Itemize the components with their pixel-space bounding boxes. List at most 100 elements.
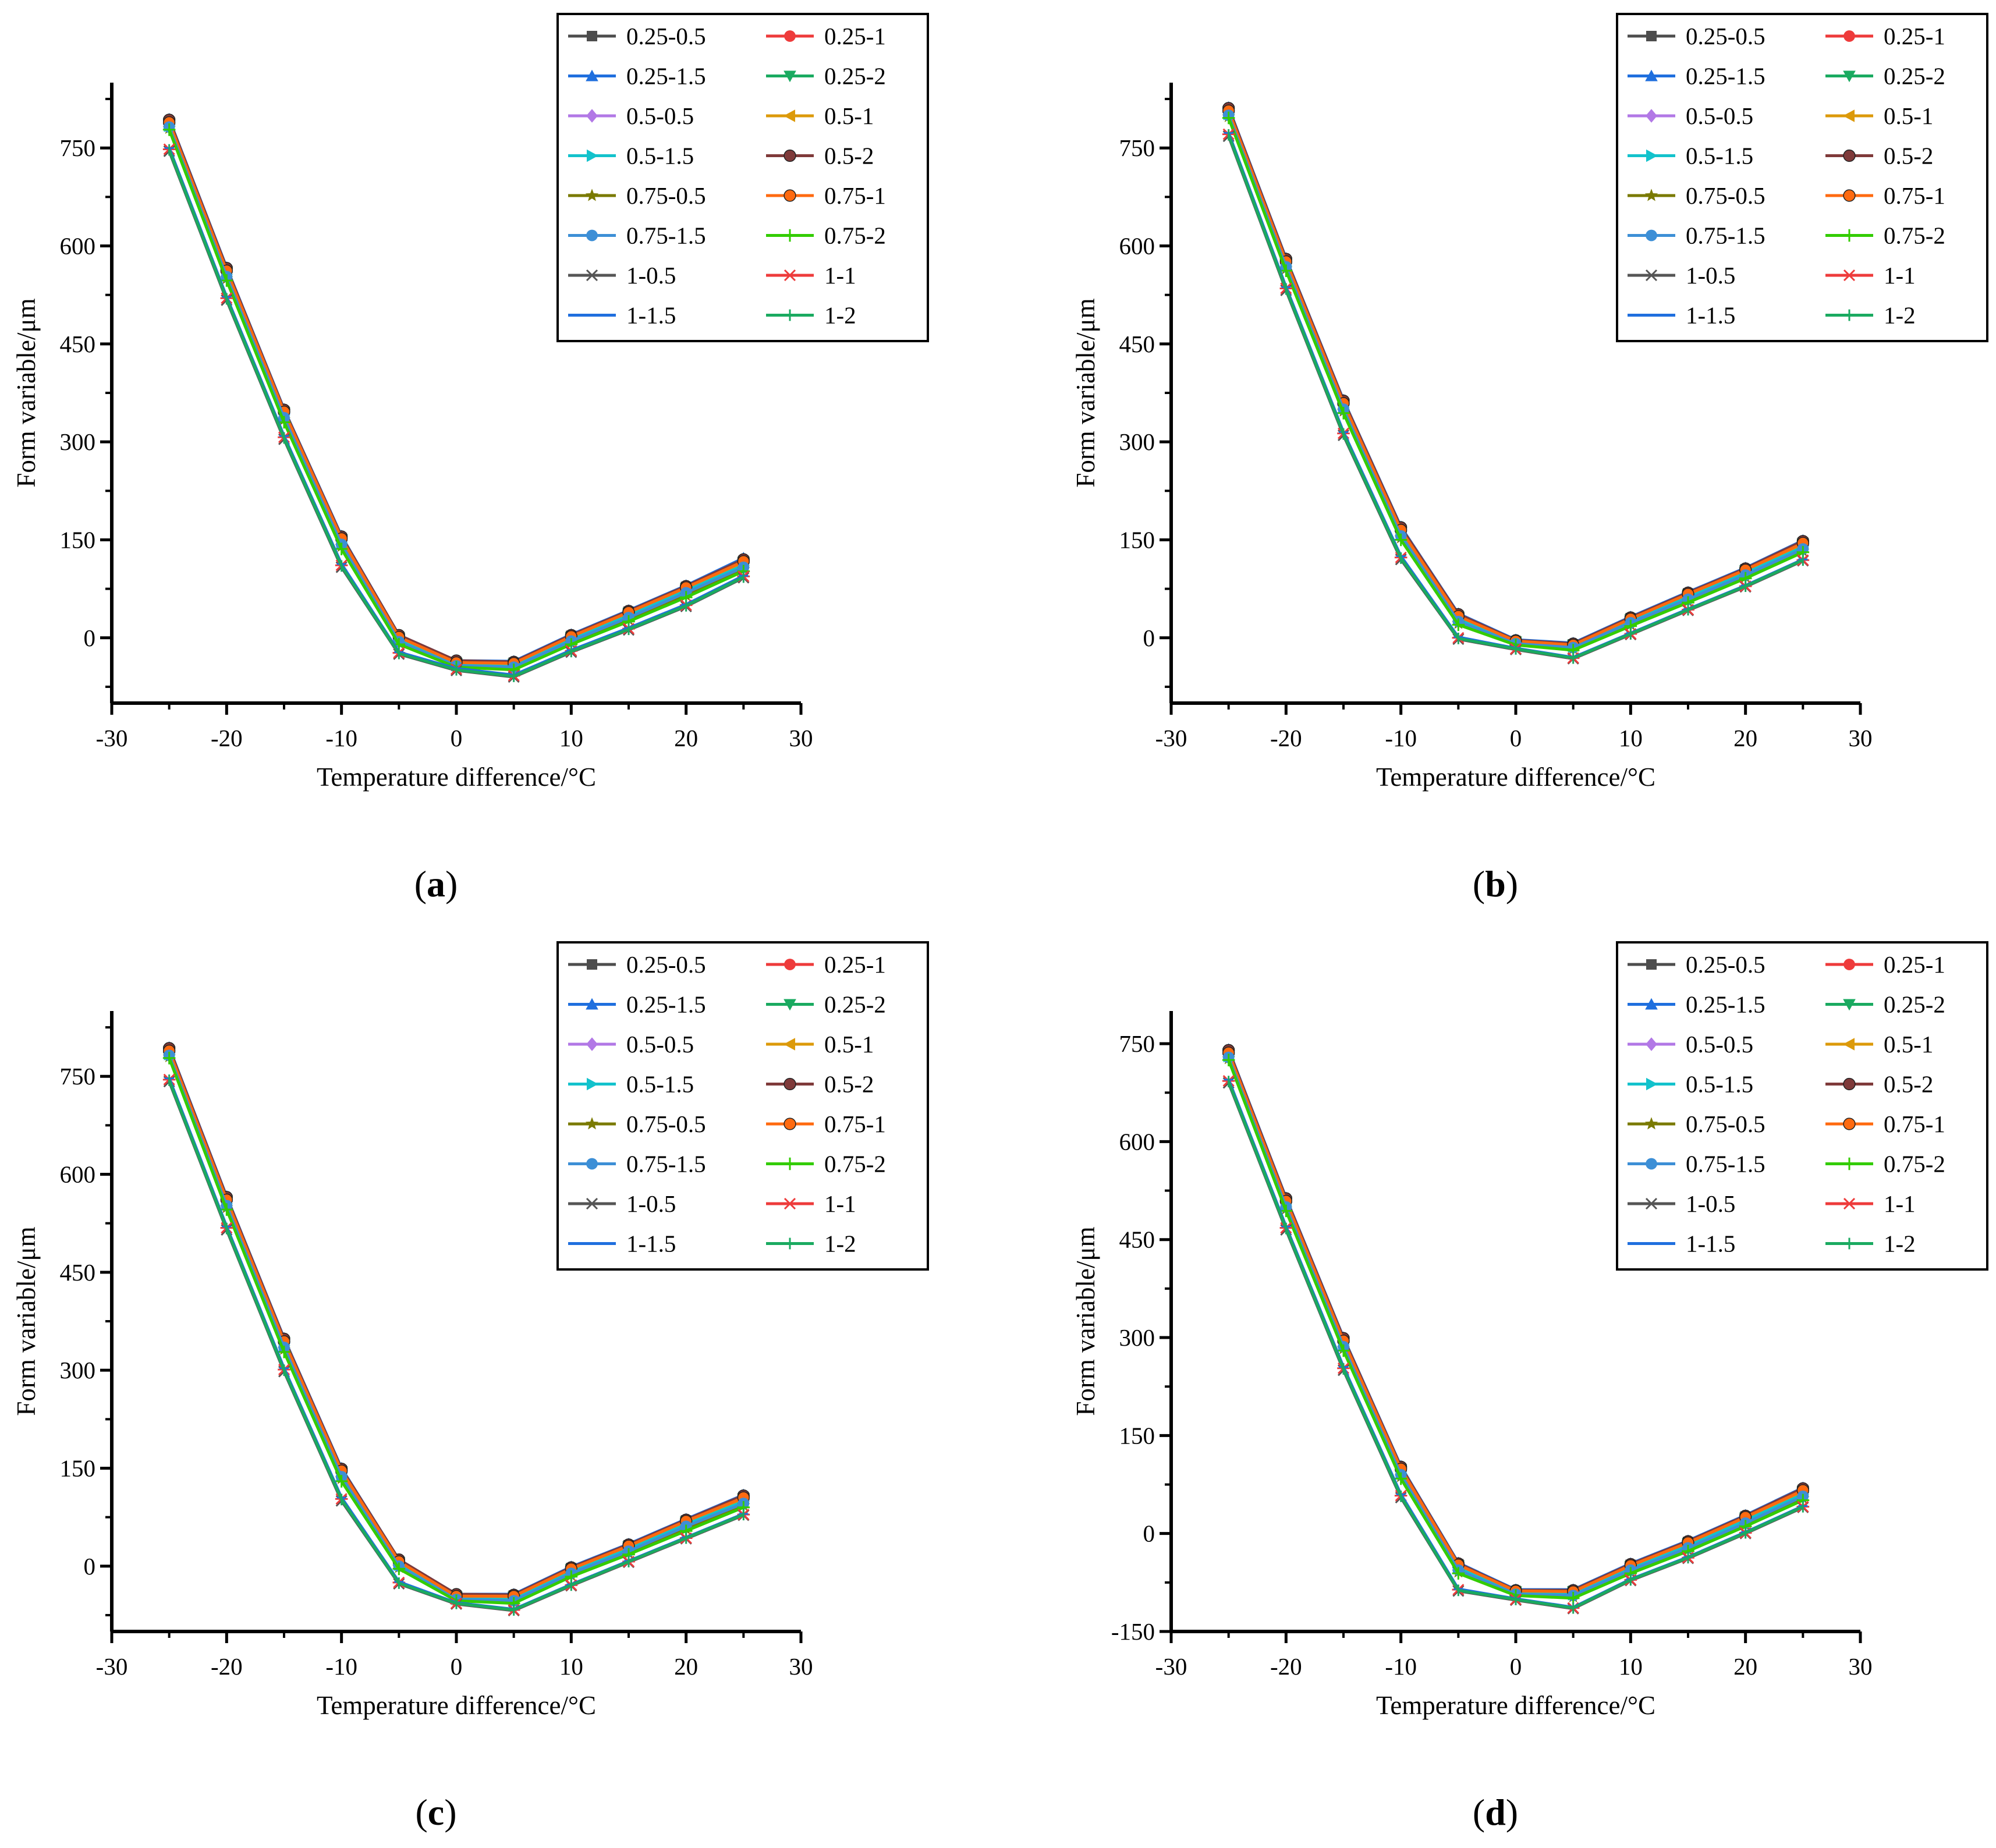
x-tick-label: -10 xyxy=(1385,1653,1417,1680)
marker xyxy=(1646,959,1657,970)
legend-label: 0.75-1 xyxy=(1884,1111,1945,1137)
legend-label: 0.75-1.5 xyxy=(1686,1151,1765,1177)
legend-entry: 0.75-2 xyxy=(766,222,886,249)
x-tick-label: 0 xyxy=(451,725,463,751)
x-tick-label: -20 xyxy=(211,725,243,751)
x-tick-label: 30 xyxy=(789,1653,813,1680)
marker xyxy=(783,1197,796,1210)
y-tick-label: 0 xyxy=(1143,625,1155,651)
marker xyxy=(162,1051,176,1065)
x-tick-label: 0 xyxy=(451,1653,463,1680)
legend-entry: 1-1.5 xyxy=(1628,1230,1735,1257)
marker xyxy=(1644,189,1658,201)
panel-label: (c) xyxy=(415,1792,456,1833)
marker xyxy=(220,1203,233,1216)
marker xyxy=(1843,70,1856,83)
marker xyxy=(783,109,795,122)
legend: 0.25-0.5 0.25-1 0.25-1.5 0.25-2 0.5-0.5 0.5-1… xyxy=(1616,13,1988,342)
legend-label: 0.5-1 xyxy=(824,1031,874,1058)
x-tick-label: 20 xyxy=(1733,1653,1757,1680)
marker xyxy=(1843,1197,1856,1210)
marker xyxy=(587,149,598,162)
legend-entry: 0.5-2 xyxy=(1825,143,1933,169)
legend-entry: 1-0.5 xyxy=(1628,1190,1735,1217)
marker xyxy=(1646,1077,1658,1091)
marker xyxy=(1452,618,1465,632)
marker xyxy=(1646,229,1657,242)
legend-label: 0.5-0.5 xyxy=(626,1031,694,1058)
marker xyxy=(1843,189,1856,202)
x-tick-label: -30 xyxy=(1155,725,1187,751)
legend-entry: 0.5-1 xyxy=(766,102,874,129)
legend-entry: 0.75-1 xyxy=(766,1111,886,1137)
legend-label: 1-1 xyxy=(824,1190,856,1217)
y-tick-label: 600 xyxy=(1119,1128,1155,1155)
y-tick-label: 600 xyxy=(60,233,96,260)
legend-label: 0.5-1 xyxy=(824,102,874,129)
marker xyxy=(586,1037,598,1051)
legend-label: 0.5-0.5 xyxy=(1686,1031,1753,1058)
legend-label: 0.75-0.5 xyxy=(1686,1111,1765,1137)
marker xyxy=(1645,269,1658,282)
legend-entry: 0.25-1 xyxy=(1825,23,1945,49)
marker xyxy=(586,109,598,123)
legend-entry: 1-1 xyxy=(1825,1190,1916,1217)
y-tick-label: 300 xyxy=(1119,1324,1155,1351)
marker xyxy=(1279,1204,1293,1218)
marker xyxy=(335,542,348,555)
marker xyxy=(587,1077,598,1091)
legend-entry: 0.25-1 xyxy=(766,23,886,49)
series-1-2 xyxy=(1227,1076,1804,1614)
legend-label: 0.25-2 xyxy=(824,991,886,1018)
marker xyxy=(1394,1472,1408,1485)
marker xyxy=(1843,149,1856,162)
legend-entry: 1-0.5 xyxy=(1628,262,1735,289)
y-tick-label: 300 xyxy=(60,1357,96,1384)
legend-label: 1-0.5 xyxy=(626,262,676,289)
legend-label: 1-2 xyxy=(824,1230,856,1257)
marker xyxy=(586,269,598,282)
chart-panel-d: -30 -20 -10 0 10 20 30 -150 0 150 300 450 600 750 Temp… xyxy=(1071,941,1988,1833)
legend: 0.25-0.5 0.25-1 0.25-1.5 0.25-2 0.5-0.5 0.5-1… xyxy=(1616,941,1988,1271)
legend-label: 0.25-1.5 xyxy=(1686,63,1765,90)
marker xyxy=(586,1197,598,1210)
legend-entry: 1-2 xyxy=(766,302,856,329)
legend-entry: 0.5-0.5 xyxy=(1628,102,1753,129)
legend: 0.25-0.5 0.25-1 0.25-1.5 0.25-2 0.5-0.5 0.5-1… xyxy=(556,941,929,1271)
legend-entry: 0.25-2 xyxy=(1825,63,1945,90)
legend-entry: 0.5-0.5 xyxy=(568,1031,694,1058)
marker xyxy=(783,1038,795,1051)
marker xyxy=(278,1345,290,1358)
x-tick-label: -30 xyxy=(96,1653,128,1680)
marker xyxy=(1222,111,1235,125)
marker xyxy=(586,1158,598,1170)
legend-label: 0.75-0.5 xyxy=(626,182,706,209)
x-tick-label: -20 xyxy=(211,1653,243,1680)
marker xyxy=(586,998,598,1010)
legend-label: 1-1.5 xyxy=(626,1230,676,1257)
y-tick-label: 450 xyxy=(1119,1226,1155,1253)
legend-frame xyxy=(556,13,929,342)
legend-entry: 0.75-2 xyxy=(1825,1151,1945,1177)
x-tick-label: -10 xyxy=(1385,725,1417,751)
series-1-2 xyxy=(168,1074,744,1616)
legend-entry: 1-1 xyxy=(766,1190,856,1217)
legend-entry: 0.75-1.5 xyxy=(1628,222,1765,249)
marker xyxy=(783,229,796,242)
legend-entry: 0.75-1.5 xyxy=(1628,1151,1765,1177)
y-tick-label: 300 xyxy=(60,428,96,455)
marker xyxy=(1452,1567,1465,1580)
marker xyxy=(784,30,796,42)
y-tick-label: 750 xyxy=(60,134,96,161)
legend-label: 0.25-0.5 xyxy=(1686,951,1765,978)
legend-label: 0.25-1 xyxy=(824,23,886,49)
marker xyxy=(1279,264,1293,277)
legend-entry: 0.5-1.5 xyxy=(1628,1071,1753,1098)
y-tick-label: -150 xyxy=(1111,1618,1155,1645)
x-axis-title: Temperature difference/°C xyxy=(1376,1691,1655,1720)
legend-label: 0.75-2 xyxy=(1884,222,1945,249)
legend-label: 1-0.5 xyxy=(626,1190,676,1217)
legend-label: 0.75-2 xyxy=(1884,1151,1945,1177)
marker xyxy=(335,1475,348,1488)
marker xyxy=(1646,31,1657,41)
